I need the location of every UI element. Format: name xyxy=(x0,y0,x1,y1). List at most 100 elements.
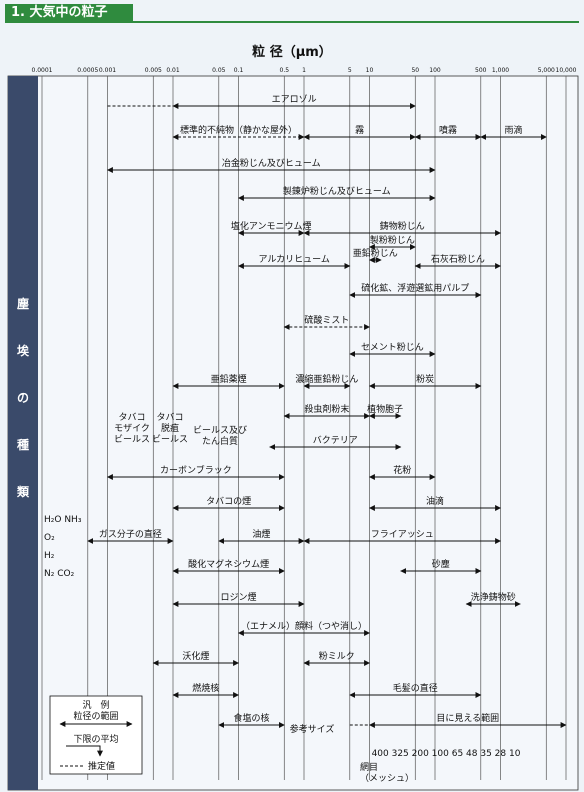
range-label: 濃縮亜鉛粉じん xyxy=(295,373,358,385)
category-char: 塵 xyxy=(17,296,29,311)
legend-avg-line xyxy=(66,745,103,757)
range-label: 油滴 xyxy=(426,495,444,507)
tick-label: 0.01 xyxy=(166,67,180,74)
virus-protein-label: たん白質 xyxy=(202,435,238,447)
range-foundry-sand: 洗浄鋳物砂 xyxy=(465,591,521,607)
range-coal-dust: 粉炭 xyxy=(368,373,482,389)
range-label: 硫化鉱、浮遊選鉱用パルプ xyxy=(361,282,469,294)
range-label: 製粉粉じん xyxy=(370,234,415,246)
tobacco-virus-label: タバコ xyxy=(156,412,183,423)
range-limestone-dust: 石灰石粉じん xyxy=(414,253,502,269)
range-sulfuric-mist: 硫酸ミスト xyxy=(283,314,371,330)
range-label: 花粉 xyxy=(393,464,411,476)
range-label: ロジン煙 xyxy=(220,592,256,603)
range-spores: 植物胞子 xyxy=(367,403,403,419)
legend-title: 汎 例 xyxy=(82,699,109,711)
tobacco-mosaic-label: タバコ xyxy=(118,412,145,423)
tick-label: 0.0005 xyxy=(77,67,98,74)
range-insecticide: 殺虫剤粉末 xyxy=(283,403,371,419)
reference-size-label: 参考サイズ xyxy=(290,723,335,735)
range-label: 酸化マグネシウム煙 xyxy=(188,558,269,570)
header: 1. 大気中の粒子 xyxy=(0,0,584,24)
range-label: セメント粉じん xyxy=(361,341,424,353)
range-hair: 毛髪の直径 xyxy=(349,682,482,698)
range-zinc-dust: 亜鉛粉じん xyxy=(353,247,398,263)
range-enamel-pigment: （エナメル）顔料（つや消し） xyxy=(237,620,371,636)
gas-label: H₂O NH₃ xyxy=(44,515,82,525)
axis-ticks: 0.0001 0.0005 0.001 0.005 0.01 0.05 0.1 0.5 1 5 10… xyxy=(32,67,577,74)
range-label: 食塩の核 xyxy=(234,712,270,724)
title-rule xyxy=(5,21,579,23)
range-label: 砂塵 xyxy=(432,558,450,570)
section-title: 1. 大気中の粒子 xyxy=(5,4,133,22)
category-char: 埃 xyxy=(17,343,30,358)
range-label: 亜鉛粉じん xyxy=(353,247,398,259)
range-label: バクテリア xyxy=(313,435,358,446)
tick-label: 0.001 xyxy=(99,67,116,74)
range-aerosol: エアロゾル xyxy=(107,94,416,109)
range-label: タバコの煙 xyxy=(206,496,251,507)
range-alkali-fume: アルカリヒューム xyxy=(237,254,351,269)
tick-label: 10,000 xyxy=(556,67,577,74)
range-label: 鋳物粉じん xyxy=(380,220,425,232)
axis-title: 粒 径（μm） xyxy=(252,44,332,60)
range-label: 石灰石粉じん xyxy=(431,253,485,265)
range-pollen: 花粉 xyxy=(368,464,436,480)
tick-label: 5 xyxy=(348,67,352,74)
category-char: 種 xyxy=(17,437,29,452)
tobacco-mosaic-label: モザイク xyxy=(114,423,150,434)
range-label: 粉ミルク xyxy=(319,650,355,662)
tobacco-mosaic-label: ビールス xyxy=(114,434,150,445)
range-label: 噴霧 xyxy=(439,124,457,136)
range-label: 霧 xyxy=(355,125,364,136)
tick-label: 0.1 xyxy=(234,67,244,74)
legend-est: 推定値 xyxy=(88,760,115,772)
category-char: の xyxy=(17,391,29,405)
range-label: アルカリヒューム xyxy=(258,254,329,265)
range-label: 製錬炉粉じん及びヒューム xyxy=(283,185,391,197)
tick-label: 1 xyxy=(302,67,306,74)
range-label: 毛髪の直径 xyxy=(393,682,438,694)
range-ammonium-chloride: 塩化アンモニウム煙 xyxy=(231,220,312,236)
range-fly-ash: フライアッシュ xyxy=(303,529,502,544)
mesh-values: 400 325 200 100 65 48 35 28 10 xyxy=(372,749,521,759)
extra-labels: タバコモザイクビールスタバコ脱疽ビールスビールス及びたん白質参考サイズ網目（メッ… xyxy=(44,412,521,784)
range-label: 亜鉛薬煙 xyxy=(211,373,247,385)
range-rosin-smoke: ロジン煙 xyxy=(172,592,305,607)
range-carbon-black: カーボンブラック xyxy=(106,464,285,480)
range-gas-molecules: ガス分子の直径 xyxy=(87,528,174,544)
tick-label: 1,000 xyxy=(492,67,509,74)
tick-label: 5,000 xyxy=(538,67,555,74)
range-rain: 雨滴 xyxy=(480,124,547,140)
range-sand: 砂塵 xyxy=(400,558,482,574)
range-conc-zinc: 濃縮亜鉛粉じん xyxy=(295,373,358,389)
range-salt-nuclei: 食塩の核 xyxy=(218,712,285,728)
gas-label: H₂ xyxy=(44,551,55,561)
range-smelter-dust: 製錬炉粉じん及びヒューム xyxy=(237,185,436,201)
gas-label: N₂ CO₂ xyxy=(44,569,75,579)
range-label: 雨滴 xyxy=(505,124,523,136)
tobacco-virus-label: ビールス xyxy=(152,434,188,445)
range-fog: 霧 xyxy=(303,125,416,140)
mesh-label: （メッシュ） xyxy=(360,773,414,784)
tick-label: 50 xyxy=(411,67,419,74)
range-oil-smoke: 油煙 xyxy=(218,528,305,544)
range-label: 目に見える範囲 xyxy=(436,712,499,724)
range-label: 植物胞子 xyxy=(367,403,403,415)
category-band xyxy=(8,76,38,790)
range-label: カーボンブラック xyxy=(160,464,232,476)
tick-label: 0.0001 xyxy=(32,67,53,74)
range-label: 冶金粉じん及びヒューム xyxy=(222,157,321,169)
legend-avg: 下限の平均 xyxy=(73,733,118,745)
tick-label: 0.05 xyxy=(212,67,226,74)
range-iodide-smoke: 沃化煙 xyxy=(152,650,240,666)
range-label: 殺虫剤粉末 xyxy=(304,403,349,415)
range-label: 粉炭 xyxy=(416,373,434,385)
range-tobacco-smoke: タバコの煙 xyxy=(172,496,285,511)
mesh-label: 網目 xyxy=(360,761,378,773)
range-metallurgy-dust: 冶金粉じん及びヒューム xyxy=(106,157,436,173)
